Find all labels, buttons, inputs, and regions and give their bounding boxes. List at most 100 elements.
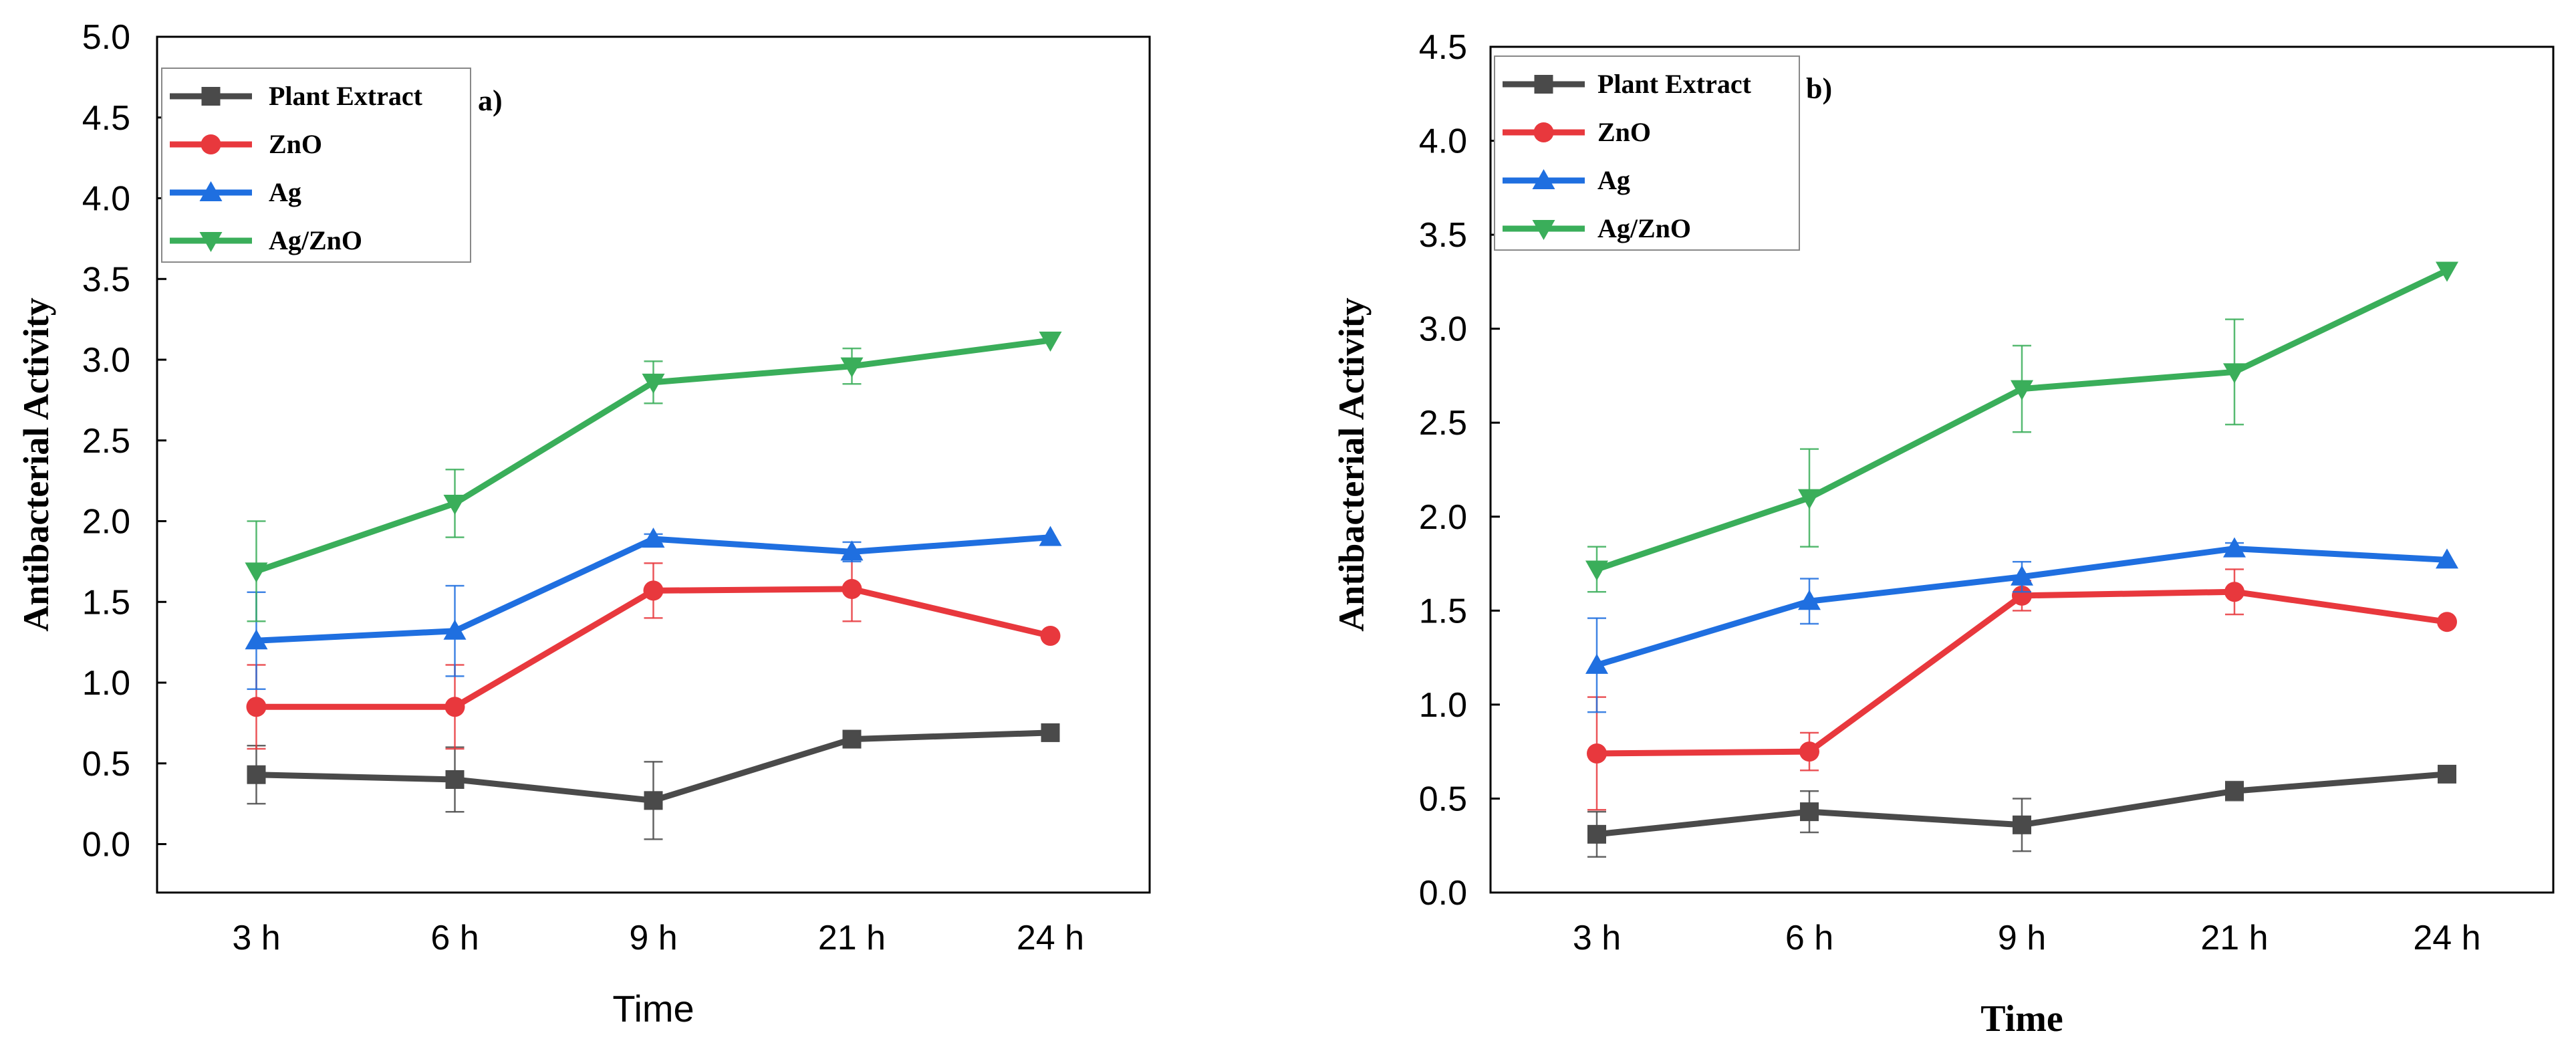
data-point	[445, 770, 465, 789]
legend-marker	[1534, 75, 1553, 94]
data-point	[1799, 741, 1819, 762]
data-point	[247, 765, 266, 784]
data-point	[840, 357, 864, 378]
legend-label: Ag	[1597, 165, 1630, 195]
panel-a-x-axis-title: Time	[612, 987, 694, 1030]
legend-label: Ag/ZnO	[269, 225, 362, 255]
panel-a-y-axis-title: Antibacterial Activity	[16, 298, 56, 631]
series-line	[1596, 588, 2448, 757]
data-point	[2011, 565, 2033, 586]
data-point	[1798, 590, 1821, 610]
panel-a-x-tick-label: 24 h	[1017, 919, 1084, 957]
panel-b-y-tick-label: 0.5	[1419, 780, 1467, 818]
panel-b-chart: 0.0 0.5 1.0 1.5 2.0 2.5 3.0 3.5 4.0 4.5 3 h 6 h 9 h 2…	[1331, 28, 2555, 1040]
panel-a-y-tick-label: 1.0	[82, 664, 130, 703]
data-point	[1585, 653, 1608, 674]
panel-b-series-2	[1585, 537, 2458, 713]
data-point	[642, 373, 665, 394]
data-point	[1039, 526, 1062, 546]
data-point	[245, 562, 268, 583]
panel-a-chart: 0.0 0.5 1.0 1.5 2.0 2.5 3.0 3.5 4.0 4.5 5.0 3 h 6 h 9…	[16, 18, 1151, 1030]
panel-b-y-tick-label: 0.0	[1419, 874, 1467, 913]
panel-a-series-1	[246, 556, 1061, 750]
data-point	[842, 729, 862, 749]
panel-a-y-tick-label: 0.0	[82, 826, 130, 864]
data-point	[1800, 802, 1819, 822]
panel-a-plot-frame	[156, 35, 1151, 894]
data-point	[245, 629, 268, 650]
panel-b-series-3	[1585, 261, 2458, 593]
panel-a-panel-label: a)	[478, 84, 503, 117]
panel-a-y-tick-label: 4.5	[82, 99, 130, 138]
data-point	[644, 791, 663, 810]
panel-b-series-1	[1587, 568, 2457, 811]
data-point	[1798, 489, 1821, 509]
data-point	[2223, 537, 2246, 558]
panel-a-series-3	[245, 332, 1062, 622]
panel-a-series-2	[245, 526, 1062, 690]
data-point	[2223, 363, 2246, 384]
legend-label: ZnO	[269, 129, 322, 159]
data-point	[2011, 380, 2033, 400]
legend-label: ZnO	[1597, 117, 1651, 147]
legend-marker	[1532, 169, 1555, 189]
legend-label: Plant Extract	[1597, 69, 1752, 99]
panel-b-y-tick-label: 3.5	[1419, 216, 1467, 255]
panel-b-y-tick-label: 1.5	[1419, 592, 1467, 630]
data-point	[2012, 585, 2032, 606]
panel-b-x-tick-label: 6 h	[1785, 919, 1833, 957]
data-point	[2225, 782, 2244, 801]
data-point	[2013, 815, 2031, 834]
panel-a-x-tick-label: 21 h	[818, 919, 886, 957]
panel-b-y-tick-label: 4.0	[1419, 122, 1467, 161]
panel-a-y-tick-label: 3.5	[82, 260, 130, 299]
data-point	[642, 528, 665, 548]
panel-b-x-tick-label: 9 h	[1998, 919, 2046, 957]
panel-a-x-tick-label: 6 h	[430, 919, 479, 957]
panel-b-legend: Plant Extract ZnO Ag Ag/ZnO	[1494, 55, 1800, 251]
panel-a-y-tick-label: 3.0	[82, 341, 130, 380]
data-point	[2437, 612, 2457, 632]
data-point	[246, 697, 267, 717]
data-point	[840, 540, 864, 561]
data-point	[1585, 560, 1608, 581]
legend-marker	[1533, 122, 1554, 142]
panel-a-x-tick-label: 3 h	[232, 919, 280, 957]
data-point	[1040, 626, 1061, 646]
panel-a-x-tick-label: 9 h	[629, 919, 677, 957]
panel-a-y-tick-label: 0.5	[82, 745, 130, 784]
data-point	[2224, 582, 2244, 602]
panel-a-y-tick-label: 1.5	[82, 583, 130, 622]
data-point	[643, 580, 664, 601]
legend-box	[1494, 55, 1800, 251]
data-point	[443, 619, 467, 640]
panel-a-y-tick-label: 2.0	[82, 503, 130, 542]
panel-b-y-tick-label: 3.0	[1419, 310, 1467, 349]
legend-marker	[201, 134, 221, 154]
panel-a-legend: Plant Extract ZnO Ag Ag/ZnO	[161, 68, 471, 263]
data-point	[842, 578, 862, 599]
panel-b-x-tick-label: 24 h	[2413, 919, 2480, 957]
panel-a-y-tick-label: 4.0	[82, 180, 130, 219]
panel-b-y-tick-label: 4.5	[1419, 28, 1467, 67]
panel-a-y-tick-label: 2.5	[82, 422, 130, 461]
legend-label: Ag	[269, 177, 301, 207]
panel-b-x-tick-label: 3 h	[1573, 919, 1621, 957]
data-point	[2436, 548, 2458, 569]
panel-b-y-axis-title: Antibacterial Activity	[1331, 298, 1372, 631]
panel-b-x-tick-label: 21 h	[2200, 919, 2268, 957]
panel-b-panel-label: b)	[1806, 72, 1832, 105]
panel-a-series-0	[247, 723, 1060, 840]
panel-a-y-tick-label: 5.0	[82, 18, 130, 57]
legend-marker	[199, 232, 223, 252]
panel-b-y-tick-label: 1.0	[1419, 686, 1467, 725]
data-point	[444, 697, 465, 717]
panel-b-series-0	[1587, 764, 2456, 858]
data-point	[2436, 261, 2458, 282]
legend-marker	[1532, 220, 1555, 240]
legend-label: Plant Extract	[269, 81, 423, 111]
data-point	[1039, 332, 1062, 352]
data-point	[443, 494, 467, 515]
